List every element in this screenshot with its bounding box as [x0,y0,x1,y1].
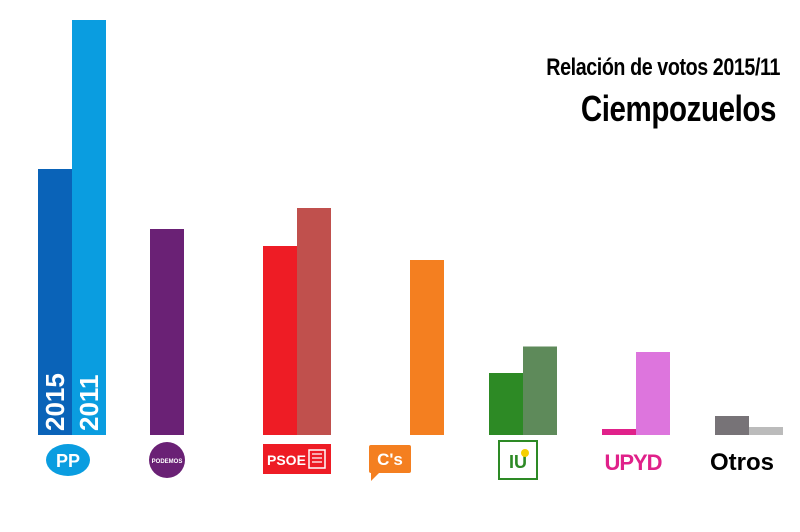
podemos-logo-text: PODEMOS [152,459,183,465]
bar-otros-2011 [749,427,783,435]
iu-logo-text: IU [509,452,527,472]
upyd-logo-text: UPYD [604,450,661,475]
cs-logo-text: C's [377,450,403,469]
bar-psoe-2015 [263,246,297,435]
psoe-logo-text: PSOE [267,452,306,468]
chart-title: Relación de votos 2015/11 [546,54,780,81]
bar-otros-2015 [715,416,749,435]
party-logos: PP PODEMOS PSOE C's IU UPYD [46,440,774,481]
bar-cs-2011 [410,260,444,435]
bar-pp-2015 [38,169,72,435]
series-labels: 2015 2011 [40,373,104,431]
series-label-2011: 2011 [74,375,104,431]
iu-logo: IU [498,440,538,480]
bar-iu-2011 [523,346,557,435]
bar-iu-2015 [489,373,523,435]
otros-label: Otros [710,449,774,476]
chart-subtitle: Ciempozuelos [580,88,777,129]
bar-upyd-2011 [636,352,670,435]
bar-podemos-2015 [150,229,184,435]
bar-pp-2011 [72,20,106,435]
bar-psoe-2011 [297,208,331,435]
series-label-2015: 2015 [40,373,70,431]
cs-logo: C's [369,445,411,481]
upyd-logo: UPYD [604,450,662,475]
pp-logo: PP [46,444,90,476]
bars-group [38,20,783,435]
bar-upyd-2015 [602,429,636,435]
psoe-logo: PSOE [263,444,331,474]
podemos-logo: PODEMOS [149,442,185,478]
pp-logo-text: PP [56,451,80,471]
